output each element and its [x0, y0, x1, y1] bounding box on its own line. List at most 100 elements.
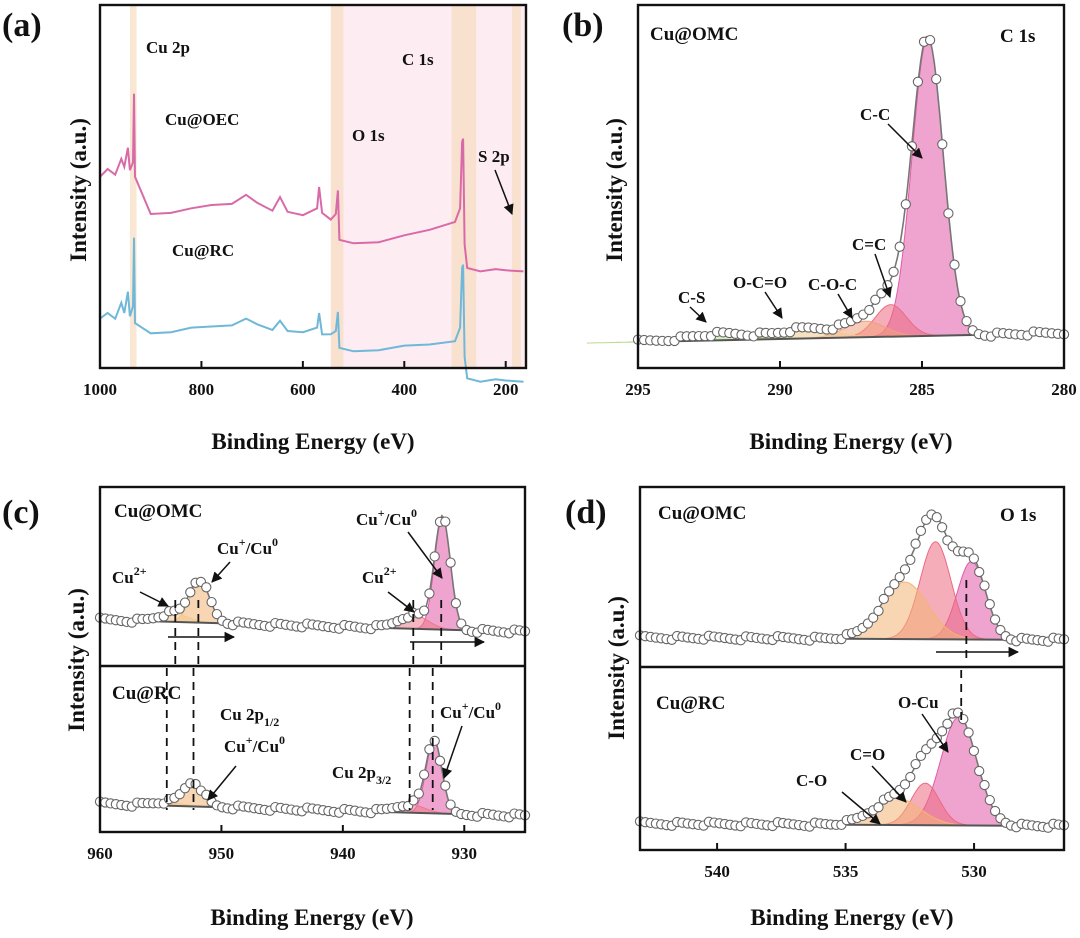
d-top-envelope — [640, 513, 1064, 641]
d-top-data-point — [968, 553, 980, 564]
a-tick-label: 800 — [189, 380, 215, 399]
d-plot-frame — [638, 485, 1066, 852]
c-top-data-point — [206, 596, 217, 608]
d-bot-data-point — [968, 745, 980, 757]
b-data-point — [864, 304, 875, 316]
c-y-axis-title: Intensity (a.u.) — [64, 588, 89, 732]
c-top-spectrum — [94, 514, 531, 639]
d-bot-data-point — [963, 727, 974, 738]
a-y-axis-title: Intensity (a.u.) — [66, 118, 91, 262]
d-bot-data-point — [958, 713, 969, 725]
c-top-data-point — [179, 597, 191, 608]
b-sample-label: Cu@OMC — [650, 24, 738, 45]
d-bot-data-point — [989, 805, 1001, 817]
a-band — [511, 6, 521, 367]
b-data-point — [931, 73, 942, 85]
c-tick-label: 950 — [209, 844, 235, 863]
b-data-point — [900, 199, 911, 210]
d-bot-data-point — [974, 765, 985, 777]
c-bot-data-point — [440, 780, 451, 791]
c-cu10-top-right-arrow — [407, 531, 443, 579]
d-bot-data-point — [910, 758, 921, 770]
d-top-data-point — [931, 512, 942, 523]
c-top-data-point — [418, 605, 430, 616]
a-label-c1s: C 1s — [402, 50, 434, 69]
d-label-ocu: O-Cu — [898, 693, 939, 712]
d-bot-data-point — [979, 779, 990, 791]
d-y-axis-title: Intensity (a.u.) — [604, 596, 629, 740]
c-x-ticks: 960 950 940 930 — [87, 825, 477, 863]
d-x-axis-title: Binding Energy (eV) — [750, 905, 953, 930]
d-top-data-point — [984, 599, 995, 610]
c-bot-data-point — [413, 788, 424, 799]
b-label-ceqc: C=C — [852, 235, 886, 254]
d-dashed-lines — [960, 580, 968, 720]
panel-b: 295 290 285 280 (b) Cu@OMC C 1s C-C C=C C-O… — [562, 3, 1077, 454]
d-bot-data-point — [931, 732, 942, 744]
c-tick-label: 930 — [452, 844, 478, 863]
d-bot-data-point — [984, 794, 995, 806]
a-tick-label: 200 — [493, 380, 519, 399]
d-bot-data-point — [899, 779, 911, 790]
d-sample-omc: Cu@OMC — [658, 503, 746, 524]
a-tick-label: 600 — [290, 380, 316, 399]
c-top-data-point — [440, 516, 451, 527]
b-data-point — [961, 315, 972, 327]
d-ocu-arrow — [921, 713, 949, 753]
b-data-point — [906, 141, 918, 152]
b-fitted-peaks — [586, 34, 1070, 347]
b-x-axis-title: Binding Energy (eV) — [749, 429, 952, 454]
d-bot-envelope — [640, 712, 1064, 827]
d-ceqo-arrow — [871, 765, 907, 803]
d-bot-data-point — [873, 802, 884, 813]
d-top-data-point — [889, 579, 900, 590]
a-band — [330, 6, 344, 367]
d-co-arrow — [841, 791, 881, 825]
d-bot-data-point — [942, 718, 953, 729]
a-spectra — [99, 93, 524, 383]
c-label-cu10-top-right: Cu+/Cu0 — [356, 506, 417, 529]
b-data-point — [924, 34, 936, 46]
c-top-data-point — [185, 587, 196, 598]
b-tick-label: 290 — [767, 380, 793, 399]
c-sample-rc: Cu@RC — [112, 683, 181, 704]
a-panel-label: (a) — [2, 7, 42, 44]
c-label-cu2-right: Cu2+ — [362, 564, 397, 587]
d-tick-label: 530 — [961, 862, 987, 881]
b-plot-frame — [636, 3, 1066, 370]
c-cu10-bot-right-arrow — [442, 725, 463, 779]
c-cu10-bot-left-arrow — [207, 765, 237, 801]
a-band — [330, 6, 526, 367]
c-bot-data-point — [429, 735, 440, 747]
a-x-ticks: 1000 800 600 400 200 — [83, 361, 518, 399]
c-cu2-right-arrow — [387, 591, 415, 613]
d-bottom-spectrum — [634, 707, 1070, 833]
d-top-data-point — [979, 580, 990, 591]
b-label-coc: C-O-C — [808, 275, 857, 294]
a-tick-label: 1000 — [83, 380, 117, 399]
c-top-data-point — [450, 598, 462, 609]
c-top-data-point — [211, 608, 223, 620]
c-cu10-top-left-arrow — [211, 561, 231, 583]
d-top-data-point — [905, 554, 916, 566]
c-tick-label: 960 — [87, 844, 113, 863]
panel-c: 960 950 940 930 (c) Cu@OMC Cu@RC Cu2+ Cu+/C… — [2, 485, 531, 930]
b-cc-arrow — [887, 123, 923, 159]
b-tick-label: 280 — [1051, 380, 1077, 399]
b-data-point — [876, 288, 887, 299]
c-bot-data-point — [418, 769, 430, 780]
b-cs-arrow — [689, 306, 707, 323]
c-label-cu10-bot-right: Cu+/Cu0 — [440, 699, 501, 722]
b-panel-label: (b) — [562, 7, 604, 44]
b-oco-arrow — [764, 291, 783, 319]
a-x-axis-title: Binding Energy (eV) — [211, 429, 414, 454]
b-data-point — [943, 208, 954, 219]
c-label-cu10-top-left: Cu+/Cu0 — [217, 535, 278, 558]
b-region-label: C 1s — [1000, 26, 1035, 47]
b-data-point — [894, 241, 905, 252]
d-top-data-point — [878, 593, 889, 605]
c-tick-label: 940 — [330, 844, 356, 863]
d-bot-data-point — [936, 726, 948, 737]
c-top-data-point — [424, 588, 435, 599]
